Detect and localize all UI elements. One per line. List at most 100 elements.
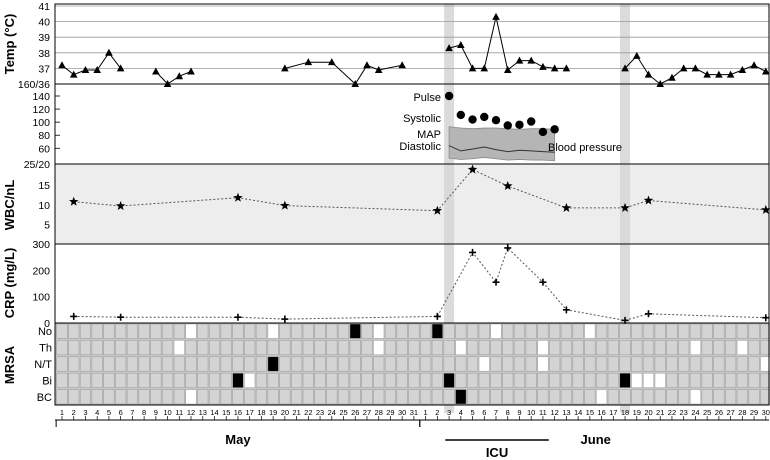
mrsa-cell	[126, 340, 138, 356]
mrsa-cell	[443, 340, 455, 356]
mrsa-cell	[537, 323, 549, 339]
map-label: MAP	[417, 129, 441, 141]
mrsa-cell	[314, 323, 326, 339]
date-label: 16	[597, 408, 605, 417]
mrsa-cell	[91, 356, 103, 372]
mrsa-cell	[338, 372, 350, 388]
crp-marker	[492, 278, 500, 286]
mrsa-cell	[666, 372, 678, 388]
crp-marker	[762, 314, 770, 322]
date-label: 14	[574, 408, 582, 417]
mrsa-cell	[302, 372, 314, 388]
blood-pressure-band	[448, 126, 556, 162]
crp-marker	[70, 312, 78, 320]
mrsa-cell	[361, 372, 373, 388]
mrsa-cell	[150, 372, 162, 388]
mrsa-cell	[138, 356, 150, 372]
mrsa-cell	[443, 323, 455, 339]
mrsa-cell	[126, 323, 138, 339]
date-label: 24	[328, 408, 336, 417]
mrsa-cell	[666, 340, 678, 356]
mrsa-cell	[255, 340, 267, 356]
temp-marker	[621, 64, 629, 72]
mrsa-cell	[478, 389, 490, 405]
mrsa-cell	[79, 323, 91, 339]
mrsa-cell	[267, 340, 279, 356]
mrsa-cell	[185, 340, 197, 356]
temp-marker	[468, 64, 477, 72]
mrsa-cell	[103, 356, 115, 372]
mrsa-cell	[314, 356, 326, 372]
mrsa-row-label: Bi	[42, 375, 52, 387]
wbc-marker	[643, 195, 654, 205]
pulse-label: Pulse	[413, 92, 441, 104]
mrsa-row-label: Th	[39, 343, 52, 355]
temp-marker	[703, 70, 711, 78]
date-label: 6	[482, 408, 486, 417]
temp-marker	[550, 64, 559, 72]
mrsa-cell	[713, 323, 725, 339]
mrsa-cell	[68, 323, 80, 339]
date-label: 13	[562, 408, 570, 417]
temp-marker	[69, 70, 78, 78]
vitals-tick-label: 120	[32, 104, 50, 116]
date-label: 1	[424, 408, 428, 417]
mrsa-cell	[220, 372, 232, 388]
temp-line	[61, 51, 122, 76]
mrsa-cell	[162, 389, 174, 405]
mrsa-cell	[490, 372, 502, 388]
mrsa-cell	[689, 372, 701, 388]
mrsa-cell	[725, 340, 737, 356]
date-label: 8	[506, 408, 510, 417]
pulse-marker	[480, 112, 489, 122]
mrsa-cell	[420, 389, 432, 405]
temp-marker	[539, 62, 547, 70]
mrsa-cell	[349, 389, 361, 405]
temp-marker	[281, 64, 289, 72]
mrsa-cell	[91, 323, 103, 339]
mrsa-cell	[490, 323, 502, 339]
mrsa-cell	[631, 389, 643, 405]
mrsa-cell	[173, 356, 185, 372]
mrsa-cell	[91, 372, 103, 388]
crp-axis-title: CRP (mg/L)	[2, 248, 17, 319]
crp-marker	[539, 278, 547, 286]
mrsa-cell	[220, 340, 232, 356]
date-label: 15	[222, 408, 230, 417]
pulse-marker	[538, 127, 548, 137]
mrsa-cell	[654, 372, 666, 388]
mrsa-cell	[384, 340, 396, 356]
wbc-marker	[115, 201, 126, 210]
mrsa-cell	[513, 389, 525, 405]
mrsa-cell	[560, 372, 572, 388]
mrsa-cell	[642, 323, 655, 339]
temp-marker	[187, 67, 195, 75]
mrsa-cell	[537, 340, 549, 356]
mrsa-cell	[713, 340, 725, 356]
mrsa-cell	[478, 372, 490, 388]
vitals-tick-label: 100	[32, 117, 50, 129]
mrsa-cell	[490, 340, 502, 356]
temp-marker	[668, 73, 676, 81]
mrsa-cell	[642, 372, 655, 388]
mrsa-cell	[302, 356, 314, 372]
mrsa-row-label: BC	[37, 392, 52, 404]
mrsa-cell	[208, 372, 221, 388]
mrsa-cell	[56, 372, 68, 388]
mrsa-cell	[572, 340, 584, 356]
mrsa-cell	[115, 389, 127, 405]
mrsa-cell	[208, 356, 221, 372]
mrsa-cell	[490, 389, 502, 405]
pulse-marker	[503, 121, 512, 130]
temp-marker	[644, 70, 653, 78]
mrsa-cell	[384, 372, 396, 388]
mrsa-cell	[232, 372, 244, 388]
mrsa-cell	[302, 323, 314, 339]
temp-marker	[175, 72, 184, 80]
mrsa-cell	[560, 389, 572, 405]
date-label: 17	[609, 408, 617, 417]
temp-marker	[632, 51, 641, 59]
mrsa-cell	[549, 340, 561, 356]
mrsa-cell	[56, 356, 68, 372]
mrsa-cell	[478, 340, 490, 356]
